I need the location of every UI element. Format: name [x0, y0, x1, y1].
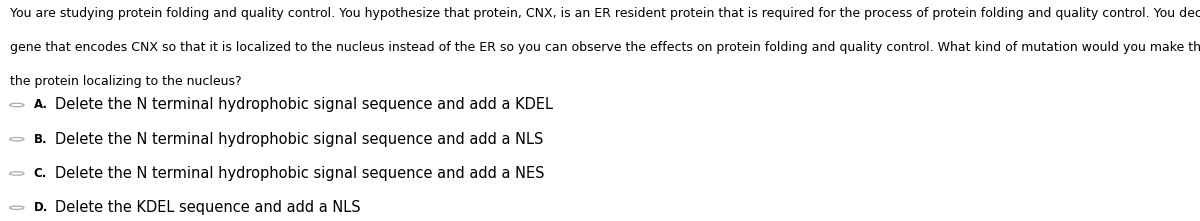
Text: A.: A.: [34, 99, 48, 111]
Text: C.: C.: [34, 167, 47, 180]
Text: the protein localizing to the nucleus?: the protein localizing to the nucleus?: [10, 75, 241, 88]
Text: B.: B.: [34, 133, 47, 146]
Text: Delete the N terminal hydrophobic signal sequence and add a NLS: Delete the N terminal hydrophobic signal…: [55, 132, 544, 147]
Text: Delete the N terminal hydrophobic signal sequence and add a KDEL: Delete the N terminal hydrophobic signal…: [55, 97, 553, 112]
Text: Delete the N terminal hydrophobic signal sequence and add a NES: Delete the N terminal hydrophobic signal…: [55, 166, 545, 181]
Text: Delete the KDEL sequence and add a NLS: Delete the KDEL sequence and add a NLS: [55, 200, 361, 215]
Text: D.: D.: [34, 201, 48, 214]
Text: gene that encodes CNX so that it is localized to the nucleus instead of the ER s: gene that encodes CNX so that it is loca…: [10, 41, 1200, 54]
Text: You are studying protein folding and quality control. You hypothesize that prote: You are studying protein folding and qua…: [10, 7, 1200, 20]
